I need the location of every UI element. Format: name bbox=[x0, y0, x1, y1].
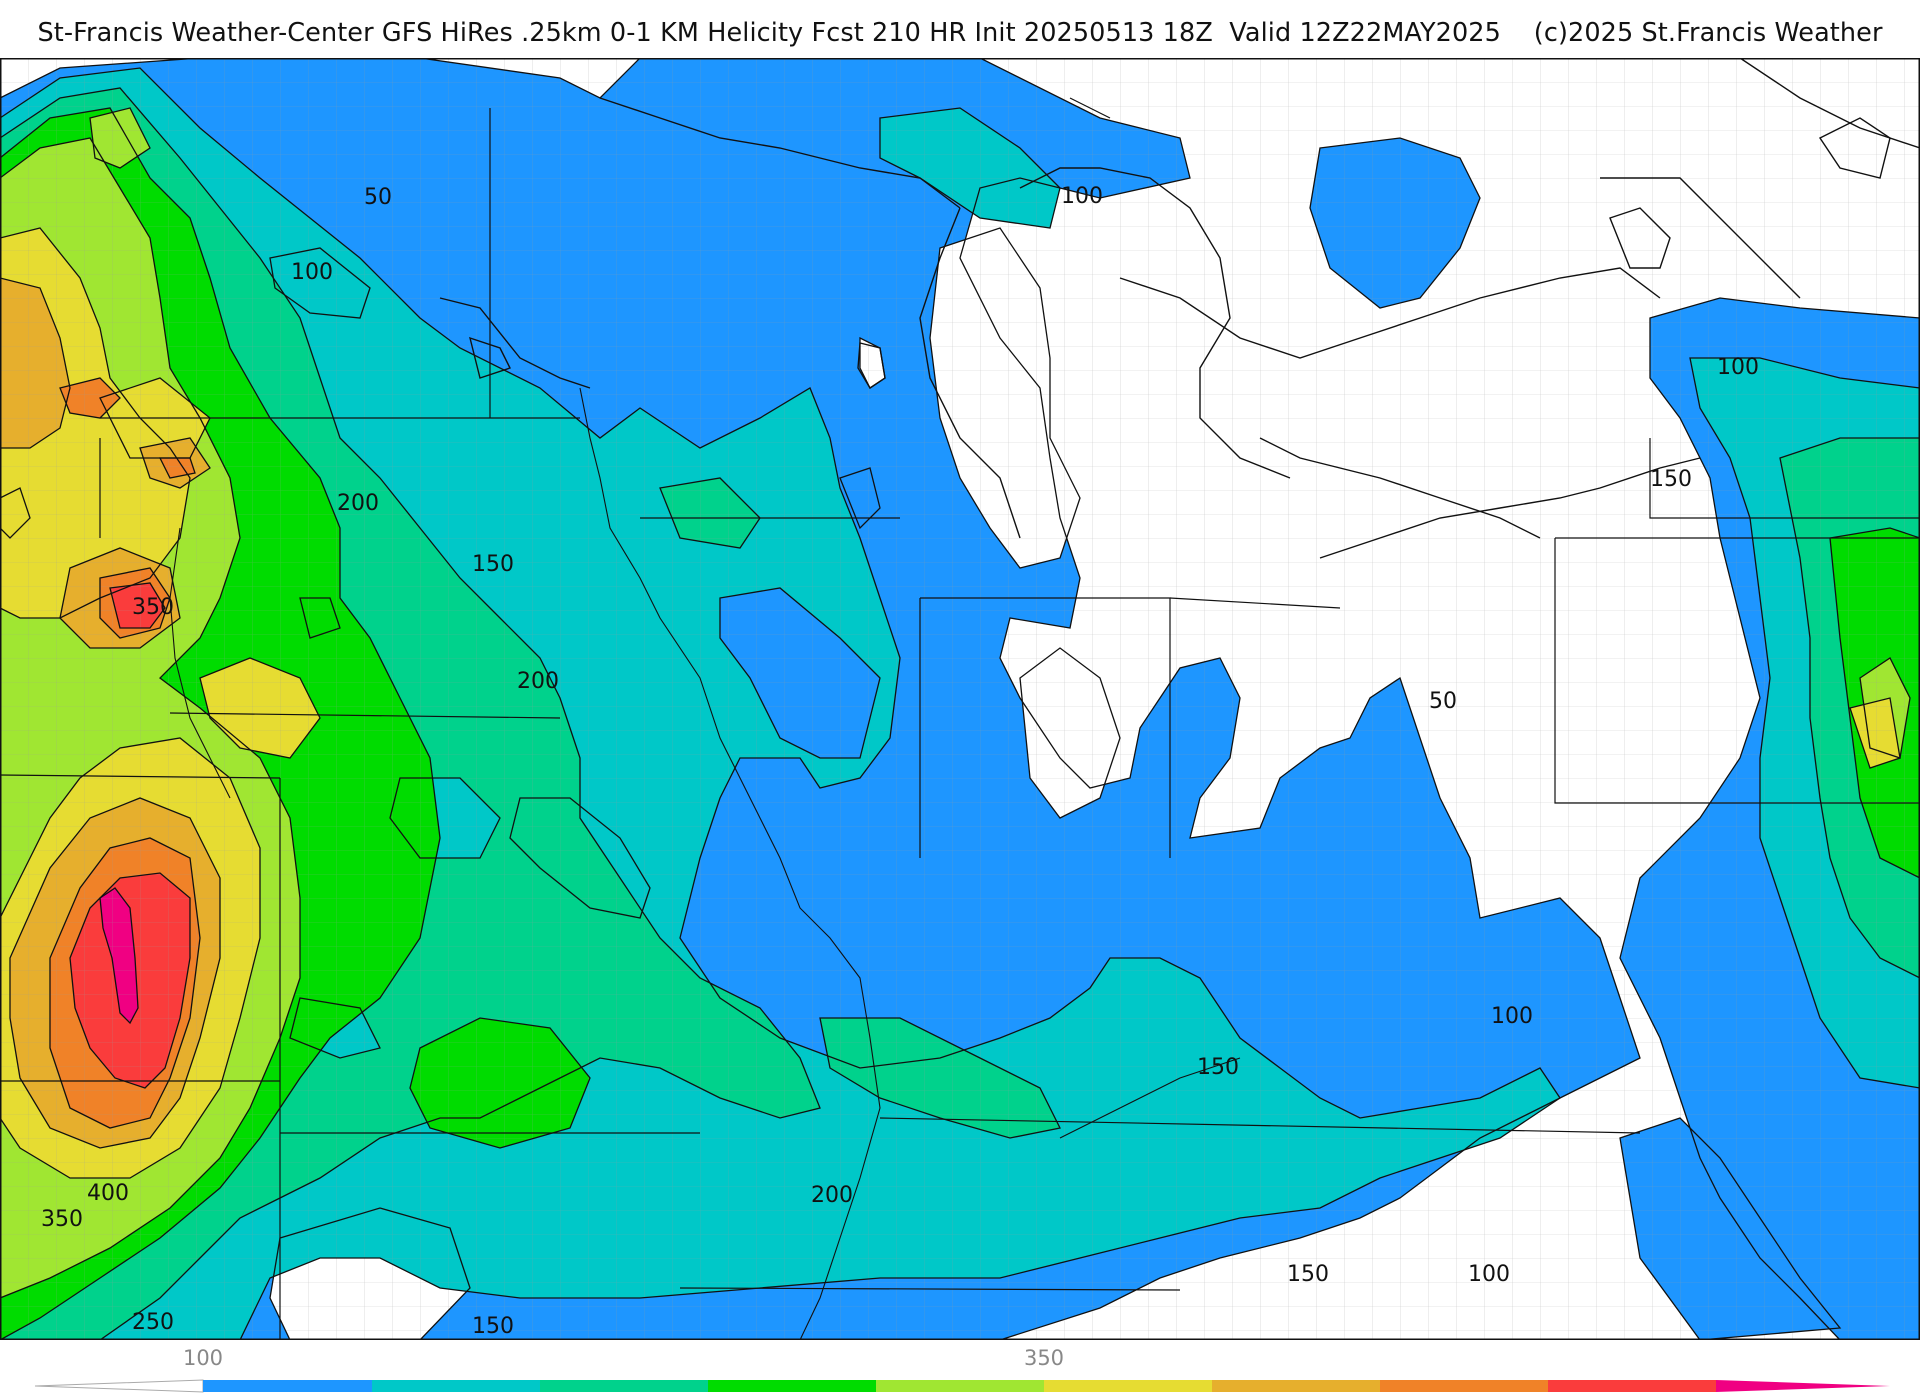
colorbar-tick-label: 350 bbox=[1024, 1346, 1064, 1370]
contour-line bbox=[879, 107, 1061, 229]
contour-line bbox=[0, 737, 261, 1179]
contour-line bbox=[1309, 137, 1481, 309]
contour-label: 200 bbox=[337, 491, 379, 516]
colorbar-segment bbox=[1380, 1380, 1548, 1392]
contour-label: 100 bbox=[291, 260, 333, 285]
colorbar-segment bbox=[540, 1380, 708, 1392]
colorbar-segment bbox=[708, 1380, 876, 1392]
colorbar-segment bbox=[203, 1380, 372, 1392]
rivers bbox=[169, 387, 1241, 1340]
contour-line bbox=[389, 777, 501, 859]
contour-line bbox=[1019, 647, 1121, 819]
contour-line bbox=[9, 797, 221, 1149]
contour-line bbox=[1849, 697, 1901, 769]
contour-line bbox=[409, 1017, 591, 1149]
contour-label: 250 bbox=[132, 1310, 174, 1335]
contour-line bbox=[109, 582, 166, 629]
contour-line bbox=[719, 587, 881, 759]
contour-label: 200 bbox=[811, 1183, 853, 1208]
map-title: St-Francis Weather-Center GFS HiRes .25k… bbox=[37, 18, 1883, 48]
contour-line bbox=[1859, 657, 1911, 759]
contour-line bbox=[0, 227, 191, 619]
contour-label: 150 bbox=[1197, 1055, 1239, 1080]
colorbar-segment bbox=[876, 1380, 1044, 1392]
helicity-map: 50 100 100 200 150 350 200 50 100 150 10… bbox=[0, 58, 1920, 1340]
contour-line bbox=[59, 377, 121, 419]
contour-label: 100 bbox=[1491, 1004, 1533, 1029]
contour-line bbox=[929, 227, 1081, 569]
colorbar-segment bbox=[1044, 1380, 1212, 1392]
contour-line bbox=[49, 837, 201, 1129]
contour-line bbox=[69, 872, 191, 1089]
contour-line bbox=[0, 487, 31, 539]
colorbar-tick-label: 100 bbox=[183, 1346, 223, 1370]
contour-label: 150 bbox=[472, 1314, 514, 1339]
contour-line bbox=[0, 87, 821, 1340]
contour-line bbox=[59, 547, 181, 649]
colorbar: 100 350 bbox=[34, 1346, 1890, 1393]
colorbar-segment bbox=[1548, 1380, 1716, 1392]
colorbar-segment bbox=[372, 1380, 540, 1392]
colorbar-high-arrow bbox=[1716, 1380, 1890, 1392]
contour-line bbox=[99, 887, 139, 1025]
contour-line bbox=[1689, 357, 1920, 1089]
contour-line bbox=[659, 477, 761, 549]
coastlines-lakes bbox=[439, 58, 1920, 559]
contour-line bbox=[839, 467, 881, 530]
contour-line bbox=[819, 1017, 1061, 1139]
contour-line bbox=[509, 797, 651, 919]
colorbar-segments bbox=[34, 1379, 1890, 1393]
contour-line bbox=[1619, 1117, 1842, 1340]
contour-labels: 50 100 100 200 150 350 200 50 100 150 10… bbox=[41, 184, 1759, 1339]
contour-line bbox=[158, 457, 196, 479]
contour-line bbox=[299, 597, 341, 639]
contour-line bbox=[0, 277, 71, 449]
contour-label: 100 bbox=[1468, 1262, 1510, 1287]
contour-label: 50 bbox=[1429, 689, 1457, 714]
county-grid bbox=[0, 58, 1920, 1340]
contour-label: 150 bbox=[472, 552, 514, 577]
contour-line bbox=[289, 997, 381, 1059]
contour-label: 350 bbox=[132, 595, 174, 620]
contour-line bbox=[1779, 437, 1920, 979]
contour-label: 100 bbox=[1061, 184, 1103, 209]
contour-line bbox=[269, 1207, 471, 1340]
contour-line bbox=[0, 137, 301, 1299]
contour-label: 100 bbox=[1717, 355, 1759, 380]
contour-label: 350 bbox=[41, 1207, 83, 1232]
contour-label: 50 bbox=[364, 185, 392, 210]
contour-line bbox=[1829, 527, 1920, 879]
contour-line bbox=[199, 657, 321, 759]
colorbar-low-arrow bbox=[34, 1379, 204, 1393]
state-boundaries bbox=[0, 97, 1920, 1340]
contour-line bbox=[139, 437, 211, 489]
map-frame bbox=[0, 58, 1920, 1340]
contour-label: 150 bbox=[1650, 467, 1692, 492]
contour-line bbox=[99, 377, 211, 459]
contour-line bbox=[269, 247, 371, 319]
contour-label: 200 bbox=[517, 669, 559, 694]
contour-line bbox=[89, 107, 151, 169]
contour-line bbox=[0, 107, 441, 1340]
contour-label: 150 bbox=[1287, 1262, 1329, 1287]
contour-line bbox=[99, 567, 171, 639]
contour-line bbox=[0, 67, 1561, 1340]
colorbar-segment bbox=[1212, 1380, 1380, 1392]
contour-label: 400 bbox=[87, 1181, 129, 1206]
